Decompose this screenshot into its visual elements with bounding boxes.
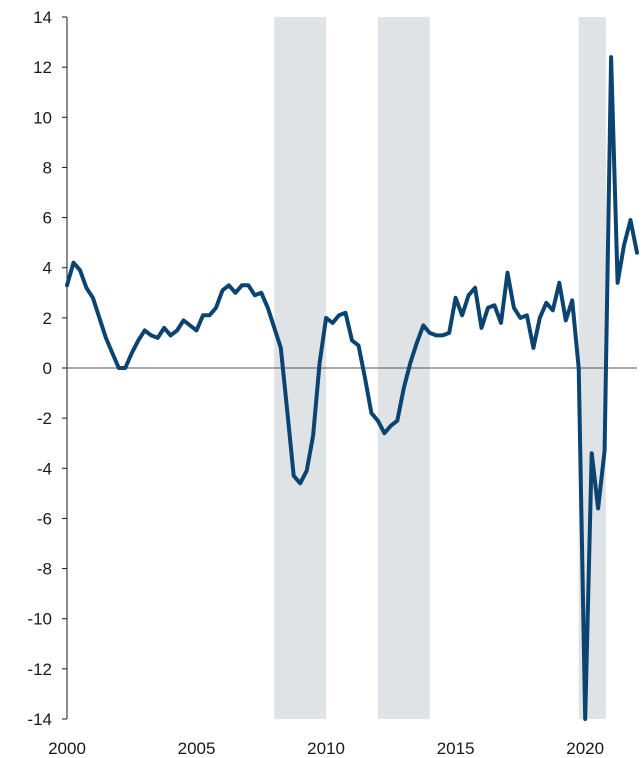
y-tick-label: 12 <box>33 58 52 77</box>
y-tick-label: 8 <box>43 158 52 177</box>
x-tick-label: 2020 <box>566 739 604 758</box>
series-layer <box>65 55 639 721</box>
tick-labels: 14 12 10 8 6 4 2 0 -2 -4 -6 -8 -10 -12 -14 2000 2005 2010… <box>27 8 604 758</box>
y-tick-label: -8 <box>37 560 52 579</box>
x-tick-label: 2000 <box>48 739 86 758</box>
x-tick-label: 2015 <box>437 739 475 758</box>
y-tick-label: 0 <box>43 359 52 378</box>
y-tick-label: 10 <box>33 108 52 127</box>
y-tick-label: -14 <box>27 710 52 729</box>
axes <box>62 16 637 720</box>
y-tick-label: 2 <box>43 309 52 328</box>
y-tick-label: -6 <box>37 509 52 528</box>
x-tick-label: 2010 <box>307 739 345 758</box>
x-tick-label: 2005 <box>178 739 216 758</box>
y-tick-label: 14 <box>33 8 52 27</box>
y-tick-label: 4 <box>43 259 52 278</box>
series-line-1 <box>65 55 639 721</box>
y-tick-label: -12 <box>27 660 52 679</box>
y-tick-label: -4 <box>37 459 52 478</box>
y-tick-label: -10 <box>27 610 52 629</box>
y-tick-label: 6 <box>43 209 52 228</box>
y-tick-label: -2 <box>37 409 52 428</box>
